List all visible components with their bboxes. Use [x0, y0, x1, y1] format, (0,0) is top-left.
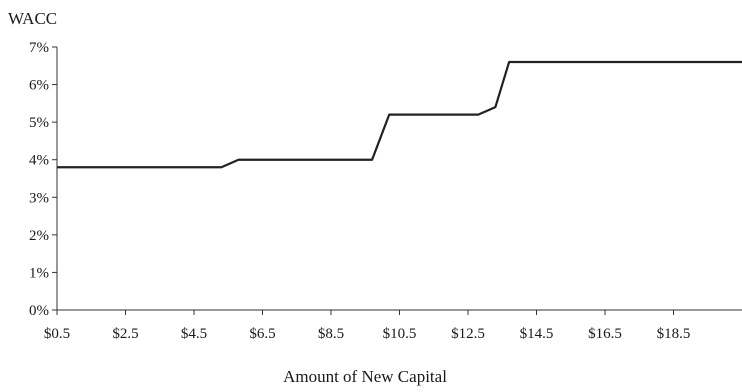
y-tick-label: 0% — [29, 303, 49, 319]
y-tick-label: 1% — [29, 265, 49, 281]
x-tick-label: $16.5 — [588, 326, 622, 342]
x-tick-label: $2.5 — [112, 326, 138, 342]
x-tick-label: $6.5 — [249, 326, 275, 342]
wacc-series-line — [57, 60, 742, 169]
x-axis-title: Amount of New Capital — [283, 367, 447, 386]
y-tick-label: 7% — [29, 40, 49, 56]
x-tick-label: $8.5 — [318, 326, 344, 342]
y-tick-label: 3% — [29, 190, 49, 206]
y-tick-label: 5% — [29, 115, 49, 131]
x-tick-label: $0.5 — [44, 326, 70, 342]
x-tick-label: $18.5 — [657, 326, 691, 342]
x-axis: $0.5 $2.5 $4.5 $6.5 $8.5 $10.5 $12.5 $14.5 $16.5… — [44, 310, 691, 342]
y-tick-label: 2% — [29, 228, 49, 244]
x-tick-label: $14.5 — [520, 326, 554, 342]
x-tick-label: $4.5 — [181, 326, 207, 342]
x-tick-label: $10.5 — [383, 326, 417, 342]
y-axis-title: WACC — [8, 9, 57, 28]
x-tick-label: $12.5 — [451, 326, 485, 342]
y-tick-label: 6% — [29, 78, 49, 94]
y-axis: 0% 1% 2% 3% 4% 5% 6% 7% — [29, 40, 57, 319]
y-tick-label: 4% — [29, 153, 49, 169]
